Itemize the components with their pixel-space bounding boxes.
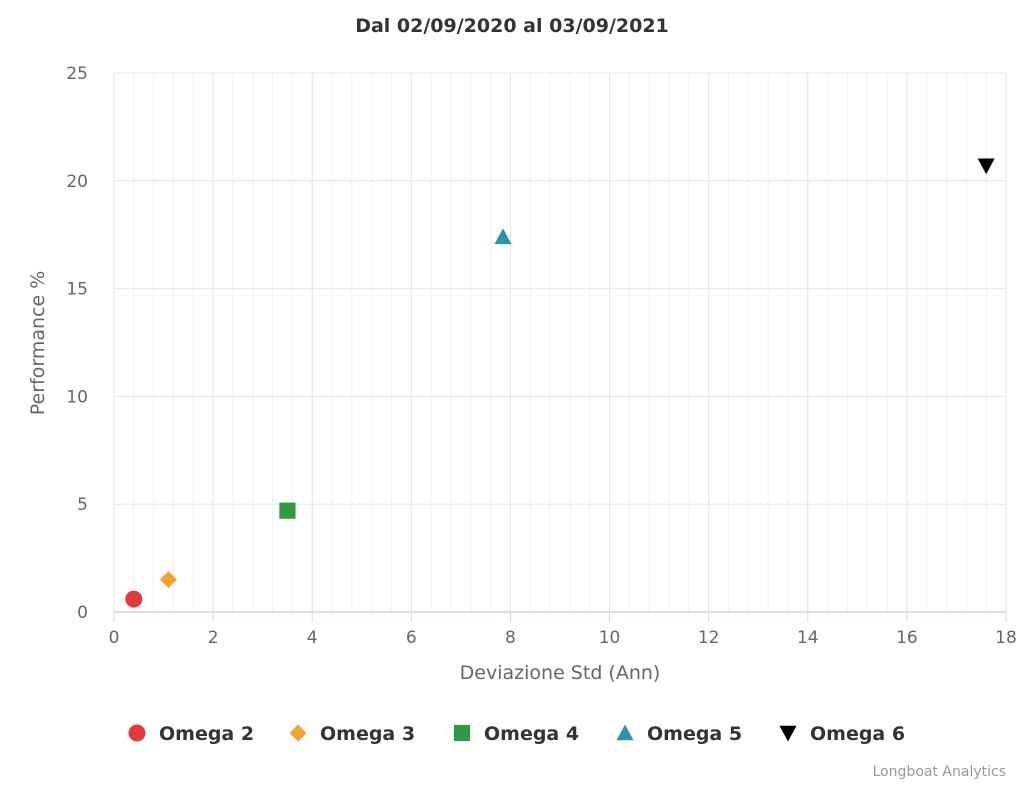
series-3: [279, 502, 296, 519]
chart-title: Dal 02/09/2020 al 03/09/2021: [355, 15, 669, 37]
x-tick-label: 16: [896, 628, 918, 648]
data-point[interactable]: [125, 590, 143, 608]
x-tick-label: 6: [406, 628, 417, 648]
data-point[interactable]: [160, 571, 178, 589]
legend-symbol-triangle-down: [779, 725, 797, 742]
legend-symbol-square: [453, 724, 471, 742]
grid: [113, 72, 1007, 612]
x-tick-label: 14: [797, 628, 819, 648]
legend-item[interactable]: Omega 4: [453, 723, 579, 745]
legend-label: Omega 6: [810, 723, 905, 745]
y-tick-label: 10: [66, 387, 88, 407]
x-tick-label: 10: [599, 628, 621, 648]
x-tick-label: 8: [505, 628, 516, 648]
y-tick-label: 5: [77, 495, 88, 515]
series-2: [160, 571, 178, 589]
legend-item[interactable]: Omega 2: [128, 723, 255, 745]
legend-item[interactable]: Omega 3: [289, 723, 416, 745]
data-point[interactable]: [977, 158, 995, 175]
x-tick-label: 18: [995, 628, 1017, 648]
legend-symbol-diamond: [289, 724, 307, 742]
legend-item[interactable]: Omega 5: [616, 723, 743, 745]
data-point[interactable]: [494, 228, 512, 245]
axes: 0 2 4 6 8 10 12 14 16 18 0 5 10 15 20 25: [66, 64, 1016, 648]
legend-symbol-triangle-up: [616, 724, 634, 741]
x-tick-label: 12: [698, 628, 720, 648]
x-tick-label: 2: [208, 628, 219, 648]
y-axis-title: Performance %: [27, 271, 49, 416]
data-points: [125, 158, 995, 608]
legend-label: Omega 2: [159, 723, 254, 745]
legend-label: Omega 4: [484, 723, 579, 745]
series-4: [494, 228, 512, 245]
legend-item[interactable]: Omega 6: [779, 723, 906, 745]
series-1: [125, 590, 143, 608]
legend: Omega 2 Omega 3 Omega 4 Omega 5 Omega 6: [128, 723, 906, 745]
x-tick-label: 4: [307, 628, 318, 648]
data-point[interactable]: [279, 502, 296, 519]
legend-label: Omega 5: [647, 723, 742, 745]
y-tick-label: 15: [66, 280, 88, 300]
x-tick-label: 0: [109, 628, 120, 648]
y-tick-label: 0: [77, 603, 88, 623]
y-tick-label: 20: [66, 172, 88, 192]
series-5: [977, 158, 995, 175]
y-tick-label: 25: [66, 64, 88, 84]
credits-text[interactable]: Longboat Analytics: [873, 764, 1006, 780]
legend-label: Omega 3: [320, 723, 415, 745]
x-axis-title: Deviazione Std (Ann): [460, 662, 661, 684]
legend-symbol-circle: [128, 724, 146, 742]
